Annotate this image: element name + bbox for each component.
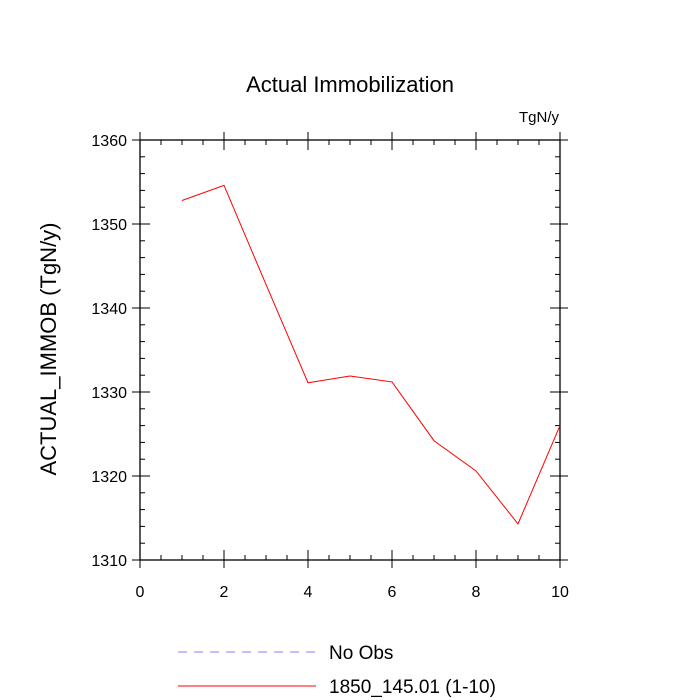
y-tick-label: 1330: [91, 385, 127, 402]
chart-legend: No Obs 1850_145.01 (1-10): [178, 643, 496, 698]
x-tick-label: 2: [220, 584, 229, 601]
y-tick-label: 1310: [91, 553, 127, 570]
x-tick-label: 8: [472, 584, 481, 601]
x-tick-label: 0: [136, 584, 145, 601]
y-tick-label: 1320: [91, 469, 127, 486]
y-tick-label: 1350: [91, 217, 127, 234]
plot-axes: 0 2 4 6 8 10 1310 1320 1330 1340 1350 1360: [91, 132, 569, 601]
x-tick-label: 6: [388, 584, 397, 601]
x-tick-label: 10: [551, 584, 569, 601]
legend-label: 1850_145.01 (1-10): [329, 677, 496, 698]
legend-label: No Obs: [329, 643, 393, 664]
y-tick-label: 1360: [91, 133, 127, 150]
series-line: [181, 184, 561, 525]
y-tick-label: 1340: [91, 301, 127, 318]
plot-series: [181, 184, 561, 525]
x-tick-label: 4: [304, 584, 313, 601]
chart-title: Actual Immobilization: [246, 72, 454, 97]
y-axis-label: ACTUAL_IMMOB (TgN/y): [36, 222, 61, 475]
units-label: TgN/y: [519, 109, 560, 126]
